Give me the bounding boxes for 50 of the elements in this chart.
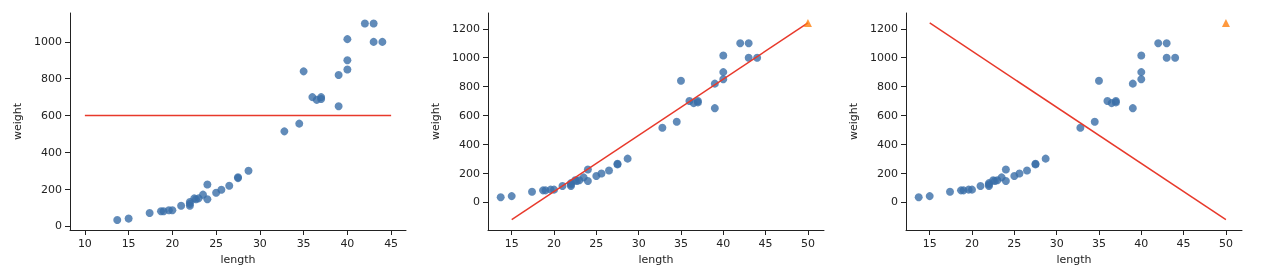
y-tick-label: 200 bbox=[459, 166, 480, 180]
y-tick-label: 200 bbox=[41, 182, 62, 196]
x-tick-label: 15 bbox=[504, 237, 519, 250]
y-axis-title: weight bbox=[11, 102, 25, 141]
x-axis-title: length bbox=[638, 253, 674, 266]
y-tick-label: 600 bbox=[459, 108, 480, 122]
y-tick-label: 400 bbox=[877, 137, 898, 151]
x-tick-label: 50 bbox=[800, 237, 815, 250]
y-tick-label: 1000 bbox=[870, 51, 898, 65]
x-tick-label: 45 bbox=[384, 237, 399, 250]
y-tick-label: 0 bbox=[891, 195, 898, 209]
y-tick-label: 800 bbox=[877, 80, 898, 94]
x-tick-label: 45 bbox=[758, 237, 773, 250]
x-tick-label: 20 bbox=[965, 237, 980, 250]
y-tick-label: 600 bbox=[877, 108, 898, 122]
x-tick-label: 30 bbox=[631, 237, 646, 250]
x-tick-label: 30 bbox=[252, 237, 267, 250]
x-axis-title: length bbox=[220, 253, 256, 266]
y-axis-title: weight bbox=[429, 102, 443, 141]
x-tick-label: 20 bbox=[547, 237, 562, 250]
x-tick-label: 30 bbox=[1049, 237, 1064, 250]
y-tick-label: 1000 bbox=[34, 35, 62, 49]
y-tick-label: 0 bbox=[473, 195, 480, 209]
y-tick-label: 400 bbox=[459, 137, 480, 151]
y-axis-title: weight bbox=[847, 102, 861, 141]
y-tick-label: 400 bbox=[41, 145, 62, 159]
x-tick-label: 40 bbox=[1134, 237, 1149, 250]
x-tick-label: 10 bbox=[77, 237, 92, 250]
x-tick-label: 15 bbox=[922, 237, 937, 250]
x-tick-label: 45 bbox=[1176, 237, 1191, 250]
y-tick-label: 600 bbox=[41, 109, 62, 123]
y-tick-label: 0 bbox=[55, 219, 62, 233]
x-tick-label: 15 bbox=[121, 237, 136, 250]
x-tick-label: 25 bbox=[209, 237, 224, 250]
x-tick-label: 25 bbox=[589, 237, 604, 250]
y-tick-label: 1200 bbox=[452, 22, 480, 36]
y-tick-label: 200 bbox=[877, 166, 898, 180]
x-tick-label: 20 bbox=[165, 237, 180, 250]
x-tick-label: 50 bbox=[1218, 237, 1233, 250]
y-tick-label: 800 bbox=[41, 72, 62, 86]
y-tick-label: 1000 bbox=[452, 51, 480, 65]
x-tick-label: 25 bbox=[1007, 237, 1022, 250]
y-tick-label: 800 bbox=[459, 80, 480, 94]
x-tick-label: 35 bbox=[296, 237, 311, 250]
x-axis-title: length bbox=[1056, 253, 1092, 266]
x-tick-label: 35 bbox=[673, 237, 688, 250]
y-tick-label: 1200 bbox=[870, 22, 898, 36]
x-tick-label: 35 bbox=[1091, 237, 1106, 250]
x-tick-label: 40 bbox=[340, 237, 355, 250]
x-tick-label: 40 bbox=[716, 237, 731, 250]
